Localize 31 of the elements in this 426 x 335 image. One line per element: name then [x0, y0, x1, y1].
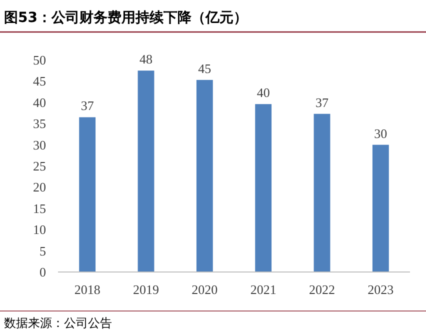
- y-tick-label: 50: [33, 52, 46, 68]
- bar: [79, 117, 96, 272]
- x-tick-label: 2018: [74, 282, 100, 297]
- y-tick-label: 40: [33, 94, 46, 110]
- x-tick-label: 2021: [250, 282, 276, 297]
- data-label: 37: [80, 98, 94, 114]
- data-label: 30: [374, 126, 388, 141]
- x-tick-label: 2023: [368, 282, 394, 297]
- chart-title: 图53：公司财务费用持续下降（亿元）: [4, 10, 248, 26]
- bar: [255, 104, 272, 272]
- y-tick-label: 10: [33, 222, 46, 238]
- y-tick-label: 5: [40, 243, 46, 258]
- y-tick-label: 0: [40, 264, 46, 280]
- data-label: 37: [316, 94, 329, 110]
- data-label: 45: [198, 60, 212, 76]
- x-tick-label: 2019: [133, 282, 159, 297]
- bar: [372, 144, 389, 272]
- y-tick-label: 15: [33, 200, 46, 216]
- bar: [314, 114, 330, 272]
- y-tick-label: 45: [33, 74, 46, 89]
- y-tick-label: 35: [33, 116, 46, 132]
- x-tick-label: 2020: [192, 282, 218, 297]
- y-tick-label: 20: [33, 180, 46, 195]
- source-note: 数据来源：公司公告: [4, 316, 112, 330]
- y-tick-label: 25: [33, 158, 46, 174]
- bar: [196, 80, 213, 272]
- y-tick-label: 30: [33, 137, 46, 152]
- data-label: 40: [256, 85, 270, 100]
- data-label: 48: [140, 52, 152, 67]
- x-tick-label: 2022: [309, 282, 335, 297]
- bar: [138, 70, 154, 272]
